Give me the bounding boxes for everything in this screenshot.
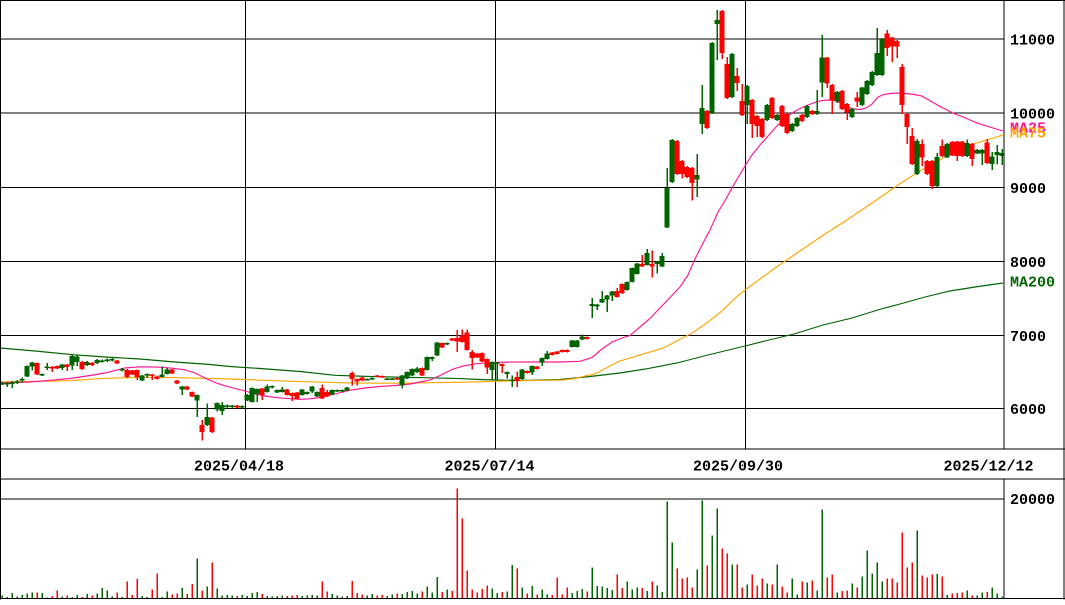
svg-text:2025/12/12: 2025/12/12	[943, 459, 1033, 476]
svg-text:2025/09/30: 2025/09/30	[693, 459, 783, 476]
svg-text:6000: 6000	[1010, 402, 1046, 419]
svg-text:2025/04/18: 2025/04/18	[194, 459, 284, 476]
svg-text:8000: 8000	[1010, 255, 1046, 272]
svg-text:MA75: MA75	[1010, 126, 1046, 143]
svg-text:9000: 9000	[1010, 181, 1046, 198]
svg-text:7000: 7000	[1010, 329, 1046, 346]
svg-text:11000: 11000	[1010, 33, 1055, 50]
svg-text:MA25: MA25	[1010, 121, 1046, 138]
svg-text:20000: 20000	[1010, 492, 1055, 509]
svg-text:MA200: MA200	[1010, 275, 1055, 292]
svg-text:10000: 10000	[1010, 107, 1055, 124]
svg-text:2025/07/14: 2025/07/14	[444, 459, 534, 476]
